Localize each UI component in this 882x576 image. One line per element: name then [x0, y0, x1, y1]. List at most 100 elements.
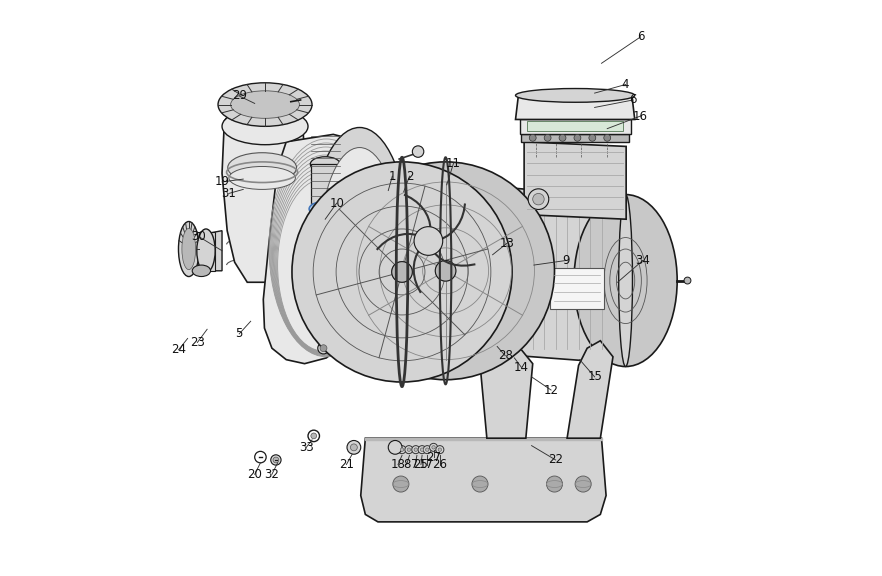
Ellipse shape [230, 91, 299, 118]
Text: 21: 21 [339, 458, 354, 471]
Text: 2: 2 [406, 170, 414, 183]
Text: 17: 17 [419, 458, 434, 471]
Circle shape [604, 134, 610, 141]
Circle shape [418, 446, 426, 454]
Circle shape [438, 448, 442, 452]
Circle shape [273, 457, 279, 463]
Text: 29: 29 [232, 89, 247, 103]
Circle shape [432, 446, 436, 449]
Text: 11: 11 [446, 157, 461, 169]
Text: 8: 8 [403, 458, 410, 471]
Polygon shape [222, 122, 306, 282]
Circle shape [271, 455, 281, 465]
Ellipse shape [192, 265, 211, 276]
Circle shape [547, 476, 563, 492]
Polygon shape [361, 438, 606, 522]
Circle shape [392, 476, 409, 492]
Polygon shape [480, 348, 533, 438]
Polygon shape [524, 142, 626, 219]
Ellipse shape [310, 202, 341, 217]
Circle shape [423, 446, 431, 454]
Text: 1: 1 [389, 170, 396, 183]
Ellipse shape [574, 195, 677, 366]
Text: 25: 25 [414, 458, 429, 471]
Polygon shape [515, 96, 635, 119]
Ellipse shape [229, 166, 295, 190]
Circle shape [398, 446, 406, 454]
Circle shape [528, 189, 549, 210]
Text: 27: 27 [427, 450, 442, 464]
Circle shape [684, 277, 691, 284]
Circle shape [413, 146, 424, 157]
Bar [549, 268, 604, 309]
Circle shape [430, 444, 437, 452]
Text: 15: 15 [587, 370, 602, 384]
Polygon shape [487, 186, 624, 363]
Ellipse shape [431, 183, 540, 366]
Circle shape [544, 134, 551, 141]
Text: 12: 12 [543, 384, 558, 396]
Polygon shape [567, 341, 613, 438]
Circle shape [405, 446, 413, 454]
Text: 6: 6 [637, 31, 644, 43]
Circle shape [574, 134, 581, 141]
Text: 7: 7 [412, 458, 419, 471]
Ellipse shape [218, 83, 312, 126]
Ellipse shape [515, 89, 635, 103]
Circle shape [559, 134, 566, 141]
Circle shape [589, 134, 595, 141]
Polygon shape [264, 134, 391, 363]
Ellipse shape [228, 153, 296, 183]
Circle shape [310, 433, 317, 439]
Circle shape [486, 248, 511, 273]
Bar [476, 177, 499, 183]
Circle shape [320, 345, 327, 351]
Text: 16: 16 [633, 109, 648, 123]
Circle shape [421, 448, 424, 452]
Text: 13: 13 [499, 237, 514, 250]
Text: 30: 30 [191, 230, 206, 243]
Text: 9: 9 [562, 254, 570, 267]
Circle shape [347, 441, 361, 454]
Circle shape [436, 260, 456, 281]
Text: 4: 4 [622, 78, 630, 91]
Circle shape [533, 194, 544, 205]
Text: 24: 24 [171, 343, 186, 357]
Ellipse shape [618, 195, 632, 366]
Polygon shape [520, 243, 537, 255]
Text: 26: 26 [432, 458, 447, 471]
Text: 28: 28 [497, 349, 512, 362]
Text: 23: 23 [190, 336, 205, 349]
Ellipse shape [310, 127, 408, 357]
Circle shape [407, 448, 411, 452]
Bar [521, 134, 629, 142]
Ellipse shape [321, 147, 399, 337]
Text: 19: 19 [214, 176, 229, 188]
Polygon shape [183, 230, 222, 271]
Ellipse shape [312, 237, 338, 249]
Circle shape [292, 162, 512, 382]
Text: 5: 5 [235, 327, 243, 340]
Circle shape [392, 262, 413, 282]
Circle shape [337, 162, 555, 380]
Ellipse shape [479, 183, 492, 366]
Ellipse shape [310, 157, 340, 172]
Text: 33: 33 [299, 441, 314, 454]
Ellipse shape [182, 229, 196, 270]
Circle shape [414, 448, 417, 452]
Ellipse shape [178, 222, 199, 276]
Text: 18: 18 [391, 458, 406, 471]
Text: 22: 22 [548, 453, 563, 467]
Circle shape [400, 448, 404, 452]
Text: 14: 14 [513, 361, 528, 374]
Text: 34: 34 [635, 254, 650, 267]
Circle shape [472, 476, 488, 492]
Polygon shape [365, 438, 602, 440]
Text: 10: 10 [329, 196, 344, 210]
Bar [312, 209, 338, 243]
Bar [188, 232, 215, 271]
Circle shape [350, 444, 357, 451]
Circle shape [529, 134, 536, 141]
Bar [519, 119, 631, 134]
Circle shape [318, 343, 329, 354]
